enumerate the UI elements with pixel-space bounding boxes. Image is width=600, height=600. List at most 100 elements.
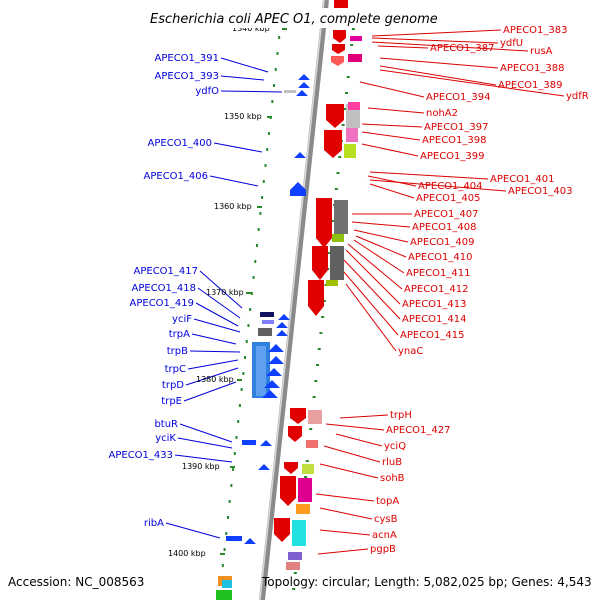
gene-feature — [294, 152, 306, 158]
left-gene-label-apeco1-400[interactable]: APECO1_400 — [148, 138, 213, 149]
left-gene-label-trpe[interactable]: trpE — [161, 396, 182, 407]
topology-label: Topology: circular; Length: 5,082,025 bp… — [261, 575, 592, 589]
right-gene-label-apeco1-403[interactable]: APECO1_403 — [508, 186, 573, 197]
right-gene-label-topa[interactable]: topA — [376, 496, 399, 507]
gene-feature — [256, 346, 266, 396]
right-gene-label-apeco1-408[interactable]: APECO1_408 — [412, 222, 477, 233]
gene-feature — [326, 280, 338, 286]
gene-feature — [262, 390, 278, 398]
left-gene-label-apeco1-406[interactable]: APECO1_406 — [144, 171, 209, 182]
tick-mark-left — [278, 36, 281, 39]
tick-mark-left — [237, 420, 240, 423]
tick-mark-right — [334, 188, 338, 190]
right-label-lines — [315, 29, 565, 555]
gene-feature — [346, 128, 358, 142]
left-gene-label-apeco1-419[interactable]: APECO1_419 — [130, 298, 195, 309]
major-tick-mark — [246, 292, 251, 294]
left-gene-labels: APECO1_391 APECO1_393 ydfO APECO1_400 APECO1… — [109, 53, 220, 529]
left-gene-label-trpb[interactable]: trpB — [167, 346, 188, 357]
left-gene-label-ydfo[interactable]: ydfO — [195, 86, 219, 97]
tick-mark-left — [225, 532, 228, 535]
tick-mark-left — [257, 228, 260, 231]
right-gene-label-apeco1-388[interactable]: APECO1_388 — [500, 63, 565, 74]
right-gene-label-acna[interactable]: acnA — [372, 530, 397, 541]
tick-mark-left — [252, 276, 255, 279]
right-gene-label-ydfu[interactable]: ydfU — [500, 38, 523, 49]
left-gene-label-trpd[interactable]: trpD — [162, 380, 184, 391]
right-gene-label-apeco1-414[interactable]: APECO1_414 — [402, 314, 467, 325]
tick-mark-left — [266, 148, 269, 151]
tick-mark-right — [343, 108, 347, 110]
right-label-line — [315, 493, 375, 502]
tick-mark-right — [293, 572, 297, 574]
kbp-label: 1400 kbp — [168, 549, 206, 558]
right-label-line — [379, 69, 565, 97]
left-gene-label-trpc[interactable]: trpC — [165, 364, 186, 375]
left-gene-label-btur[interactable]: btuR — [154, 419, 178, 430]
right-label-line — [369, 179, 507, 192]
right-gene-label-rusa[interactable]: rusA — [530, 46, 553, 57]
right-gene-label-ydfr[interactable]: ydfR — [566, 91, 589, 102]
right-gene-label-apeco1-405[interactable]: APECO1_405 — [416, 193, 481, 204]
right-gene-label-apeco1-407[interactable]: APECO1_407 — [414, 209, 479, 220]
right-gene-label-apeco1-401[interactable]: APECO1_401 — [490, 174, 555, 185]
right-gene-label-apeco1-409[interactable]: APECO1_409 — [410, 237, 475, 248]
right-gene-label-apeco1-413[interactable]: APECO1_413 — [402, 299, 467, 310]
right-gene-label-apeco1-387[interactable]: APECO1_387 — [430, 43, 495, 54]
right-gene-label-trph[interactable]: trpH — [390, 410, 412, 421]
left-gene-label-apeco1-393[interactable]: APECO1_393 — [155, 71, 220, 82]
left-gene-label-apeco1-417[interactable]: APECO1_417 — [134, 266, 199, 277]
right-gene-label-noha2[interactable]: nohA2 — [426, 108, 458, 119]
tick-mark-right — [317, 348, 321, 350]
right-gene-label-rlub[interactable]: rluB — [382, 457, 402, 468]
right-gene-label-apeco1-427[interactable]: APECO1_427 — [386, 425, 451, 436]
tick-mark-right — [304, 476, 308, 478]
right-gene-label-apeco1-399[interactable]: APECO1_399 — [420, 151, 485, 162]
gene-feature — [332, 234, 344, 242]
major-tick-mark — [267, 116, 272, 118]
right-gene-label-apeco1-389[interactable]: APECO1_389 — [498, 80, 563, 91]
left-gene-label-trpa[interactable]: trpA — [169, 329, 190, 340]
tick-mark-right — [346, 76, 350, 78]
gene-feature — [266, 368, 282, 376]
left-label-line — [220, 57, 269, 73]
gene-feature — [284, 462, 298, 474]
left-label-line — [220, 90, 283, 93]
right-gene-label-apeco1-383[interactable]: APECO1_383 — [503, 25, 568, 36]
right-label-line — [319, 507, 373, 520]
right-gene-label-apeco1-404[interactable]: APECO1_404 — [418, 181, 483, 192]
tick-mark-right — [321, 316, 325, 318]
left-gene-label-ycif[interactable]: yciF — [172, 314, 192, 325]
tick-mark-left — [240, 388, 243, 391]
kbp-labels: 1340 kbp 1350 kbp 1360 kbp 1370 kbp 1380 kbp… — [168, 24, 270, 558]
right-gene-label-apeco1-394[interactable]: APECO1_394 — [426, 92, 491, 103]
right-label-line — [319, 529, 371, 536]
left-gene-label-apeco1-391[interactable]: APECO1_391 — [155, 53, 220, 64]
gene-feature — [326, 104, 344, 128]
right-gene-label-ynac[interactable]: ynaC — [398, 346, 423, 357]
kbp-label: 1340 kbp — [232, 24, 270, 33]
right-gene-label-yciq[interactable]: yciQ — [384, 441, 406, 452]
tick-mark-left — [232, 468, 235, 471]
gene-feature — [333, 30, 346, 43]
right-gene-label-sohb[interactable]: sohB — [380, 473, 405, 484]
kbp-label: 1390 kbp — [182, 462, 220, 471]
major-tick-mark — [220, 553, 225, 555]
right-label-line — [359, 81, 425, 98]
gene-feature — [286, 562, 300, 570]
right-gene-label-apeco1-398[interactable]: APECO1_398 — [422, 135, 487, 146]
right-gene-label-apeco1-410[interactable]: APECO1_410 — [408, 252, 473, 263]
tick-mark-left — [271, 100, 274, 103]
right-gene-label-apeco1-411[interactable]: APECO1_411 — [406, 268, 471, 279]
left-gene-label-apeco1-433[interactable]: APECO1_433 — [109, 450, 174, 461]
right-label-line — [355, 235, 407, 258]
right-gene-label-apeco1-412[interactable]: APECO1_412 — [404, 284, 469, 295]
right-gene-label-apeco1-397[interactable]: APECO1_397 — [424, 122, 489, 133]
left-gene-label-ycik[interactable]: yciK — [155, 433, 176, 444]
right-label-line — [345, 283, 397, 352]
left-gene-label-apeco1-418[interactable]: APECO1_418 — [132, 283, 197, 294]
left-gene-label-riba[interactable]: ribA — [144, 518, 164, 529]
right-gene-label-apeco1-415[interactable]: APECO1_415 — [400, 330, 465, 341]
right-gene-label-pgpb[interactable]: pgpB — [370, 544, 396, 555]
right-gene-label-cysb[interactable]: cysB — [374, 514, 398, 525]
